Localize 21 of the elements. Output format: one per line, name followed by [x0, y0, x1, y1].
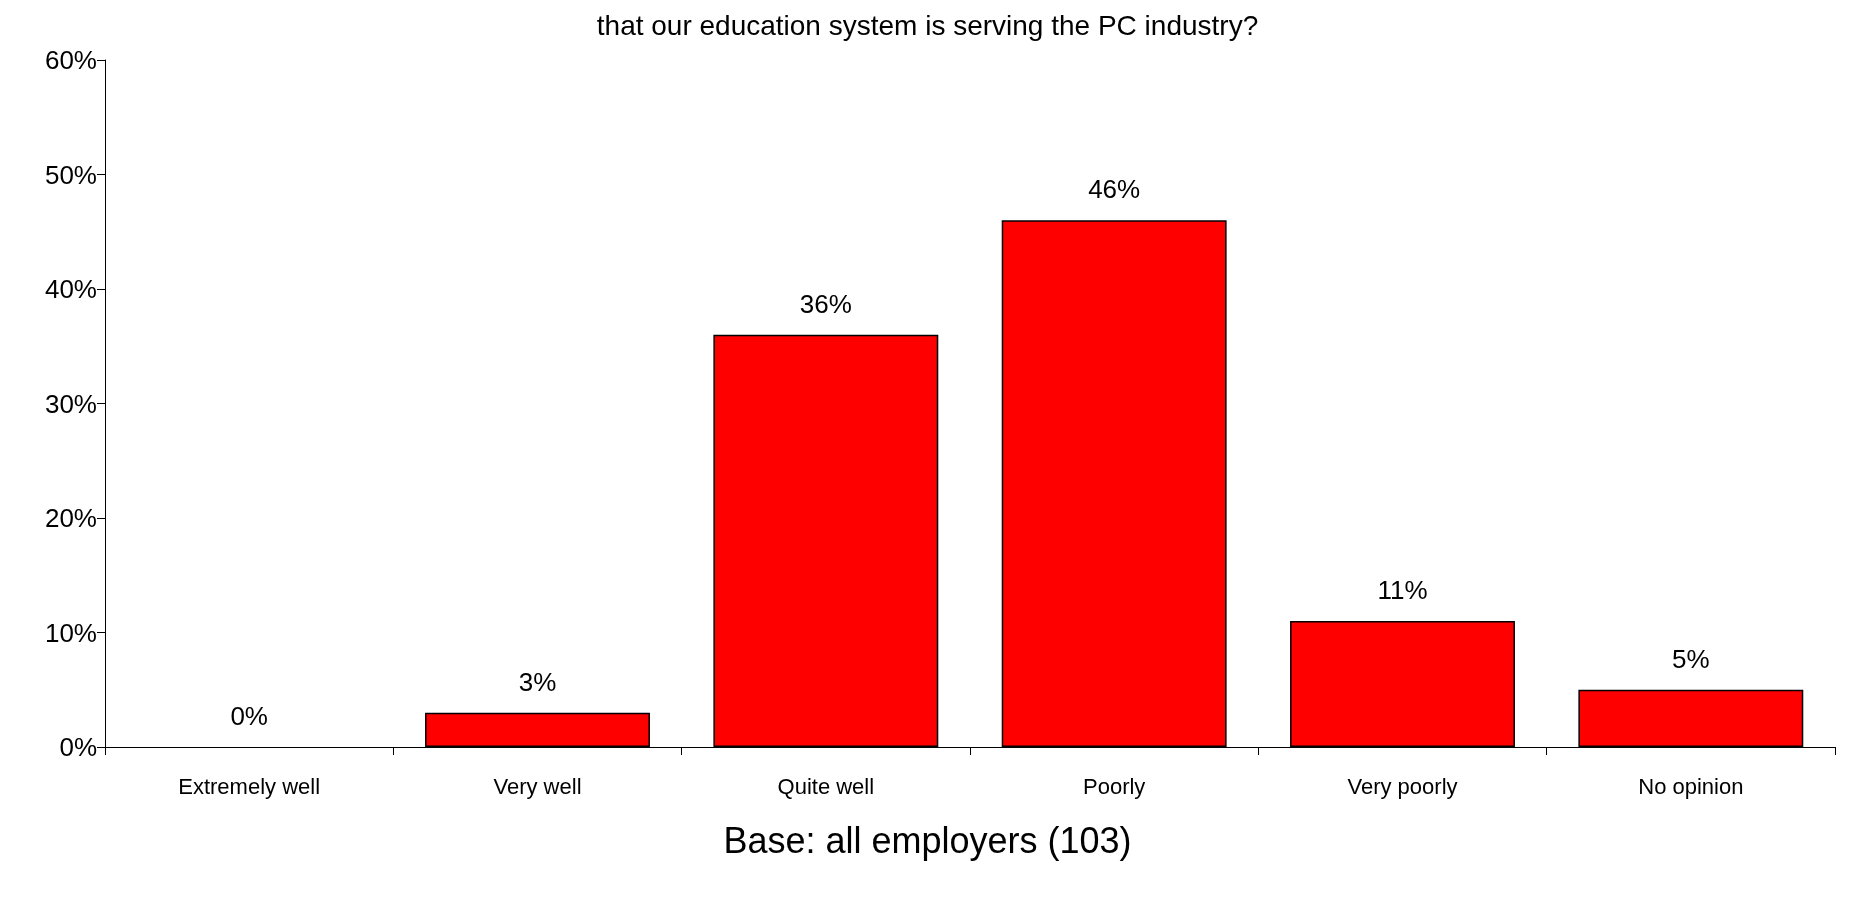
chart-title: that our education system is serving the PC industry?	[596, 9, 1259, 41]
data-label: 46%	[1088, 174, 1141, 205]
data-label: 36%	[799, 288, 852, 319]
data-label: 0%	[230, 701, 268, 731]
y-tick-label: 50%	[44, 159, 97, 190]
x-tick-label: Very well	[493, 773, 582, 799]
y-tick-label: 30%	[44, 388, 97, 419]
x-tick-label: Poorly	[1082, 773, 1146, 799]
y-tick-label: 60%	[44, 45, 97, 75]
x-tick-label: Very poorly	[1347, 773, 1458, 799]
x-tick-label: Quite well	[777, 773, 875, 799]
y-tick-label: 10%	[44, 617, 97, 648]
y-tick-label: 20%	[44, 503, 97, 533]
text: Base: all employers (103)	[723, 819, 1132, 861]
data-label: 3%	[518, 666, 557, 697]
y-tick-label: 40%	[44, 274, 97, 304]
x-tick-label: Extremely well	[178, 773, 321, 799]
x-tick-label: No opinion	[1638, 773, 1744, 799]
data-label: 5%	[1672, 643, 1710, 674]
y-tick-label: 0%	[59, 732, 97, 762]
data-label: 11%	[1377, 575, 1428, 606]
